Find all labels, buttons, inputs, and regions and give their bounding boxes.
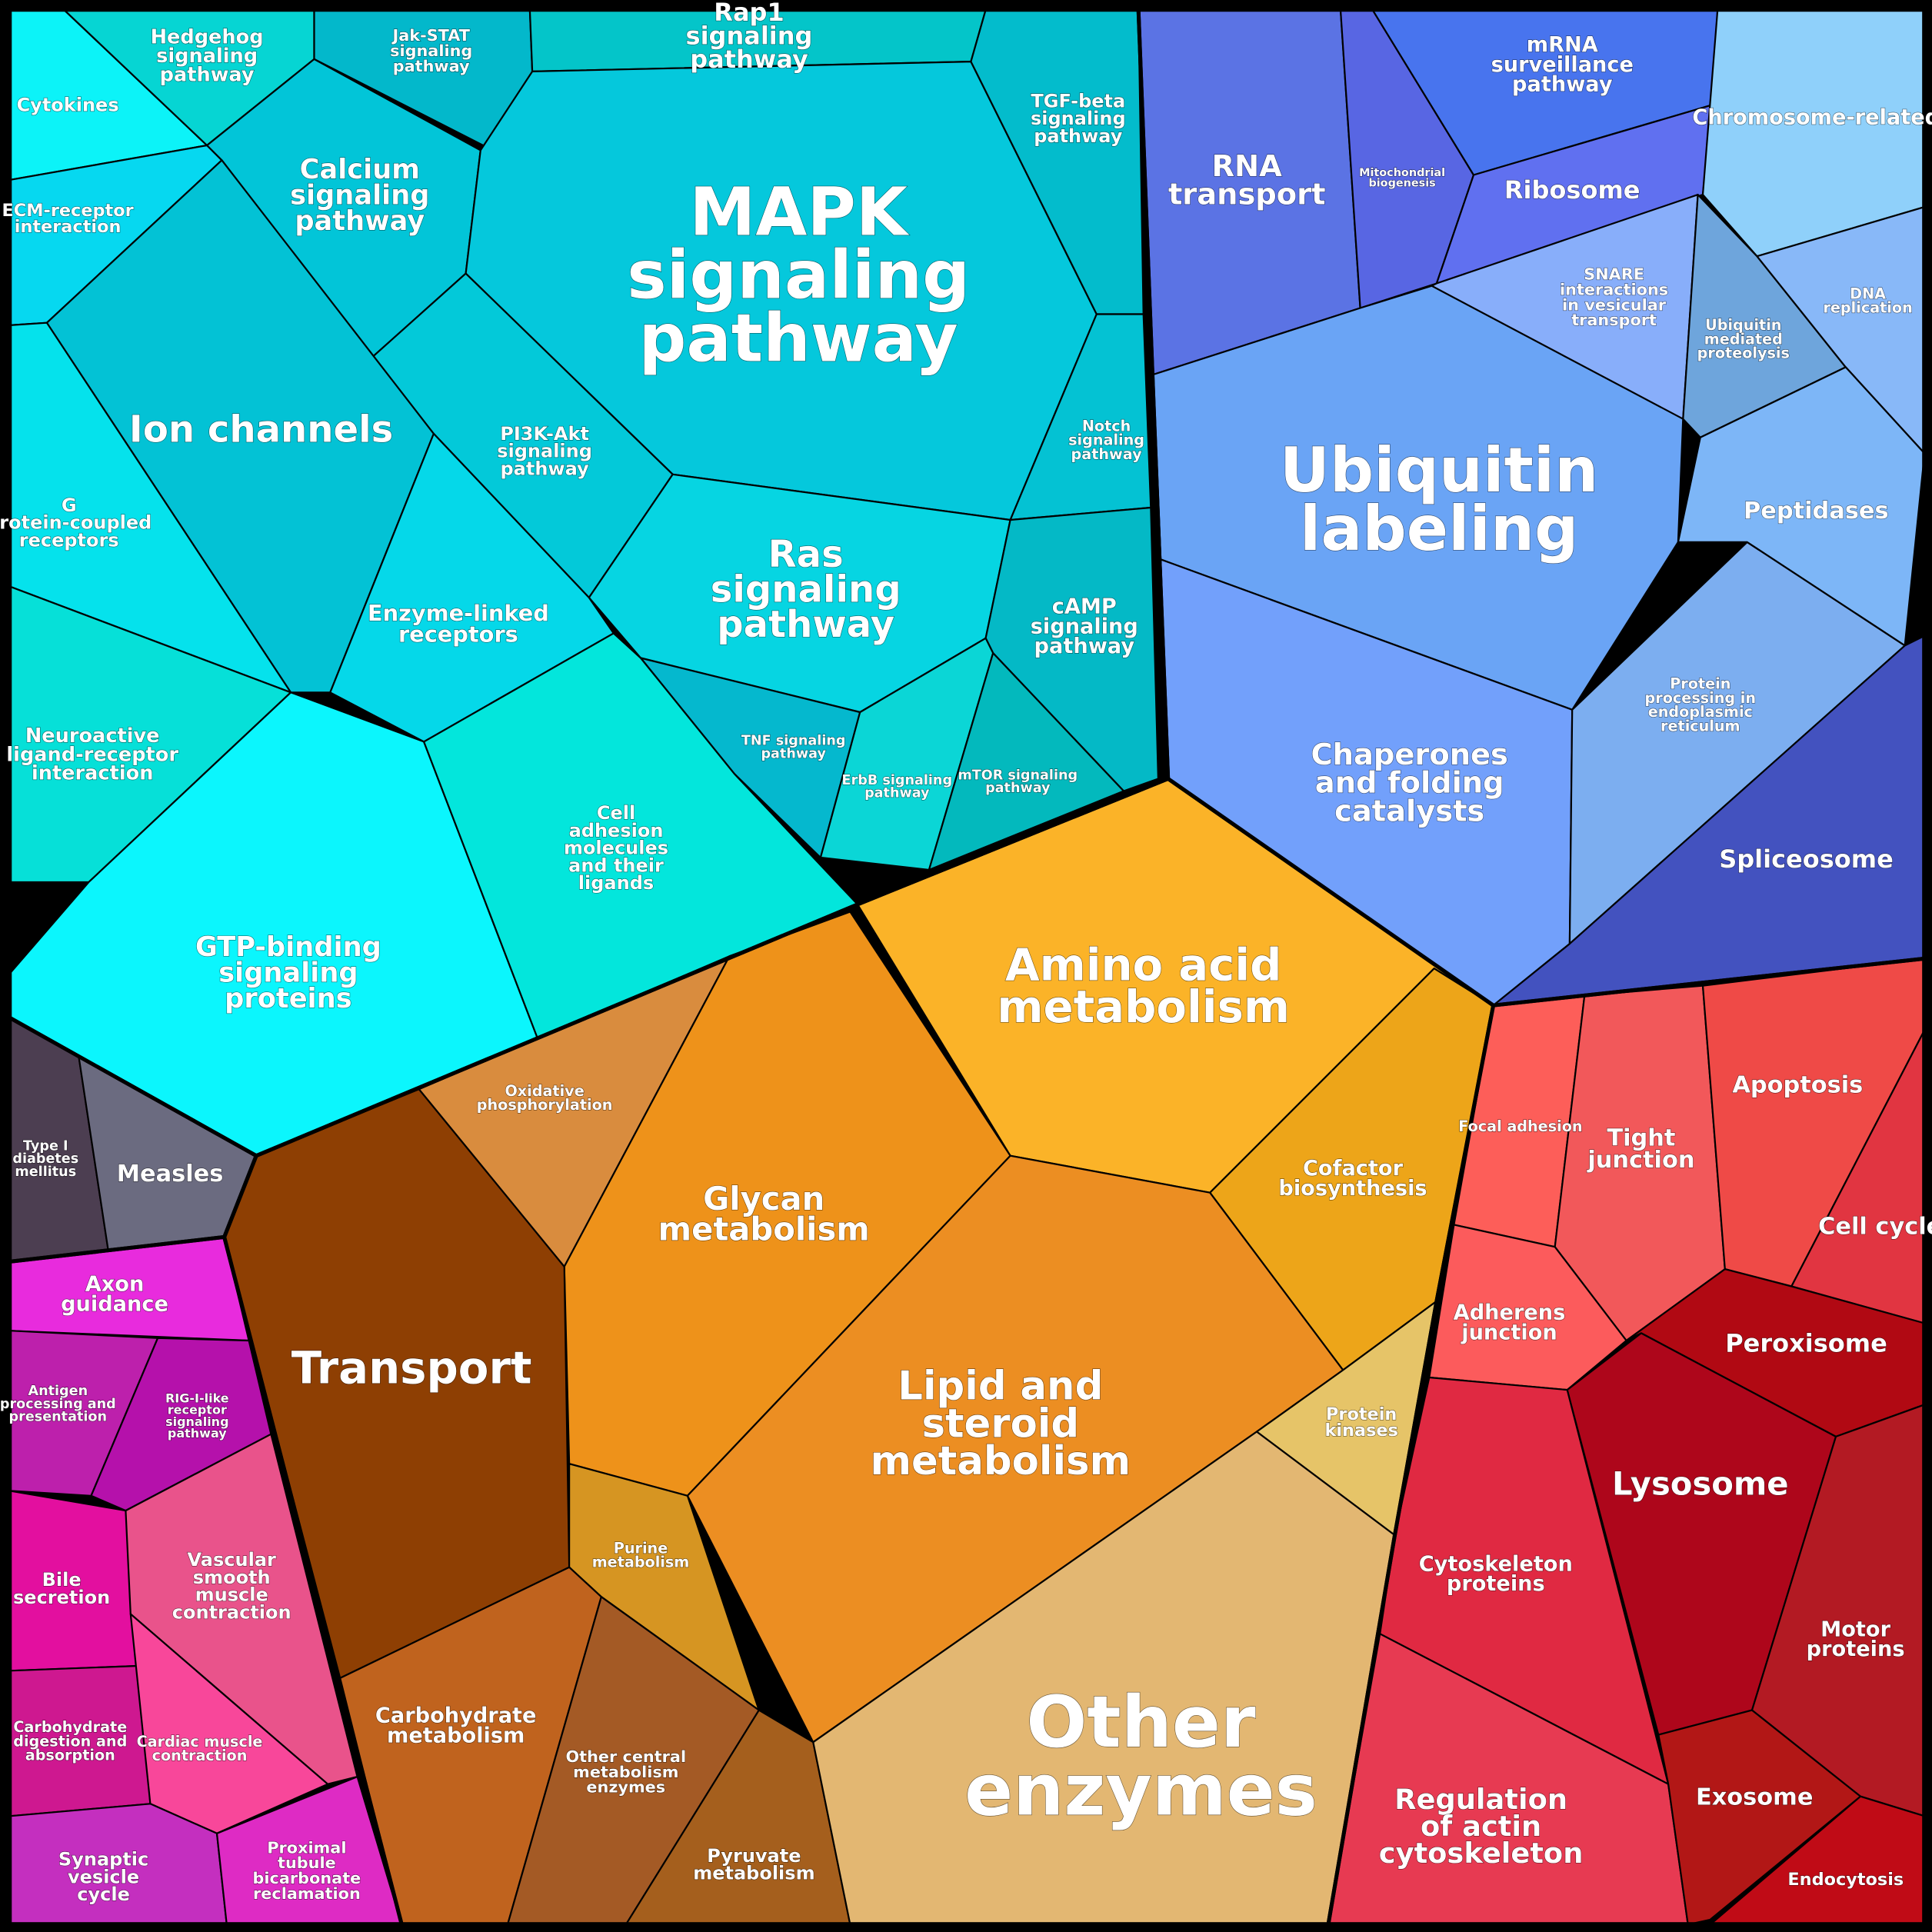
label-lysosome: Lysosome (1612, 1464, 1789, 1502)
label-cell-adhesion-molecules-and-their-ligands: Cell adhesion molecules and their ligands (564, 802, 668, 894)
label-camp-signaling-pathway: cAMP signaling pathway (1031, 595, 1138, 659)
cell-vascular-smooth-muscle-contraction (125, 1433, 358, 1785)
label-tight-junction: Tight junction (1586, 1124, 1694, 1174)
label-ubiquitin-labeling: Ubiquitin labeling (1280, 435, 1598, 565)
label-ras-signaling-pathway: Ras signaling pathway (711, 533, 901, 646)
label-axon-guidance: Axon guidance (61, 1273, 168, 1317)
label-measles: Measles (117, 1161, 224, 1188)
label-other-central-metabolism-enzymes: Other central metabolism enzymes (565, 1747, 686, 1797)
label-jak-stat-signaling-pathway: Jak-STAT signaling pathway (390, 26, 472, 75)
label-focal-adhesion: Focal adhesion (1458, 1118, 1582, 1135)
label-adherens-junction: Adherens junction (1454, 1301, 1566, 1345)
label-snare-interactions-in-vesicular-transport: SNARE interactions in vesicular transport (1560, 265, 1668, 329)
label-pyruvate-metabolism: Pyruvate metabolism (693, 1845, 814, 1884)
label-other-enzymes: Other enzymes (964, 1681, 1317, 1831)
label-rig-i-like-receptor-signaling-pathway: RIG-I-like receptor signaling pathway (165, 1391, 229, 1441)
label-carbohydrate-digestion-and-absorption: Carbohydrate digestion and absorption (13, 1718, 127, 1764)
label-protein-processing-in-endoplasmic-reticulum: Protein processing in endoplasmic reticulum (1645, 675, 1757, 735)
label-peroxisome: Peroxisome (1725, 1328, 1887, 1357)
label-glycan-metabolism: Glycan metabolism (658, 1180, 870, 1248)
label-cardiac-muscle-contraction: Cardiac muscle contraction (137, 1733, 263, 1764)
label-protein-kinases: Protein kinases (1324, 1404, 1397, 1441)
label-dna-replication: DNA replication (1823, 285, 1912, 317)
label-synaptic-vesicle-cycle: Synaptic vesicle cycle (58, 1848, 148, 1905)
label-rap1-signaling-pathway: Rap1 signaling pathway (686, 0, 813, 74)
label-ion-channels: Ion channels (129, 408, 393, 451)
label-cytokines: Cytokines (17, 95, 119, 116)
label-ubiquitin-mediated-proteolysis: Ubiquitin mediated proteolysis (1697, 316, 1790, 362)
label-peptidases: Peptidases (1744, 498, 1889, 525)
label-erbb-signaling-pathway: ErbB signaling pathway (842, 773, 953, 801)
label-rna-transport: RNA transport (1168, 149, 1326, 212)
label-antigen-processing-and-presentation: Antigen processing and presentation (0, 1384, 116, 1425)
cell-mtor-signaling-pathway (928, 651, 1125, 871)
label-carbohydrate-metabolism: Carbohydrate metabolism (375, 1704, 537, 1747)
label-tnf-signaling-pathway: TNF signaling pathway (741, 734, 846, 762)
label-apoptosis: Apoptosis (1732, 1071, 1863, 1098)
label-cofactor-biosynthesis: Cofactor biosynthesis (1278, 1157, 1427, 1201)
label-regulation-of-actin-cytoskeleton: Regulation of actin cytoskeleton (1379, 1783, 1584, 1870)
cell-layer (8, 8, 1926, 1926)
label-chromosome-related: Chromosome-related (1692, 106, 1932, 130)
label-mitochondrial-biogenesis: Mitochondrial biogenesis (1359, 167, 1445, 190)
label-mapk-signaling-pathway: MAPK signaling pathway (627, 174, 970, 377)
label-chaperones-and-folding-catalysts: Chaperones and folding catalysts (1311, 738, 1507, 828)
label-proximal-tubule-bicarbonate-reclamation: Proximal tubule bicarbonate reclamation (253, 1838, 361, 1902)
label-calcium-signaling-pathway: Calcium signaling pathway (290, 154, 429, 237)
label-lipid-and-steroid-metabolism: Lipid and steroid metabolism (871, 1364, 1131, 1484)
label-amino-acid-metabolism: Amino acid metabolism (997, 938, 1290, 1033)
label-tgf-beta-signaling-pathway: TGF-beta signaling pathway (1031, 90, 1126, 147)
label-cytoskeleton-proteins: Cytoskeleton proteins (1419, 1552, 1573, 1596)
label-ribosome: Ribosome (1504, 175, 1641, 205)
label-neuroactive-ligand-receptor-interaction: Neuroactive ligand-receptor interaction (6, 724, 178, 785)
label-motor-proteins: Motor proteins (1807, 1617, 1905, 1661)
cell-adherens-junction (1428, 1224, 1627, 1391)
label-cell-cycle: Cell cycle (1818, 1214, 1932, 1241)
label-bile-secretion: Bile secretion (13, 1569, 110, 1608)
label-spliceosome: Spliceosome (1719, 844, 1894, 874)
label-ecm-receptor-interaction: ECM-receptor interaction (2, 201, 134, 237)
label-vascular-smooth-muscle-contraction: Vascular smooth muscle contraction (172, 1549, 291, 1623)
label-notch-signaling-pathway: Notch signaling pathway (1068, 417, 1144, 463)
label-gtp-binding-signaling-proteins: GTP-binding signaling proteins (195, 931, 381, 1014)
label-pi3k-akt-signaling-pathway: PI3K-Akt signaling pathway (497, 423, 592, 480)
label-hedgehog-signaling-pathway: Hedgehog signaling pathway (151, 26, 264, 87)
cell-exosome (1657, 1709, 1862, 1926)
label-enzyme-linked-receptors: Enzyme-linked receptors (368, 600, 549, 647)
label-endocytosis: Endocytosis (1787, 1870, 1904, 1890)
label-transport: Transport (291, 1341, 532, 1394)
label-mrna-surveillance-pathway: mRNA surveillance pathway (1491, 33, 1634, 97)
label-oxidative-phosphorylation: Oxidative phosphorylation (477, 1082, 613, 1114)
label-mtor-signaling-pathway: mTOR signaling pathway (958, 768, 1078, 797)
label-purine-metabolism: Purine metabolism (592, 1539, 690, 1571)
label-exosome: Exosome (1696, 1784, 1814, 1810)
